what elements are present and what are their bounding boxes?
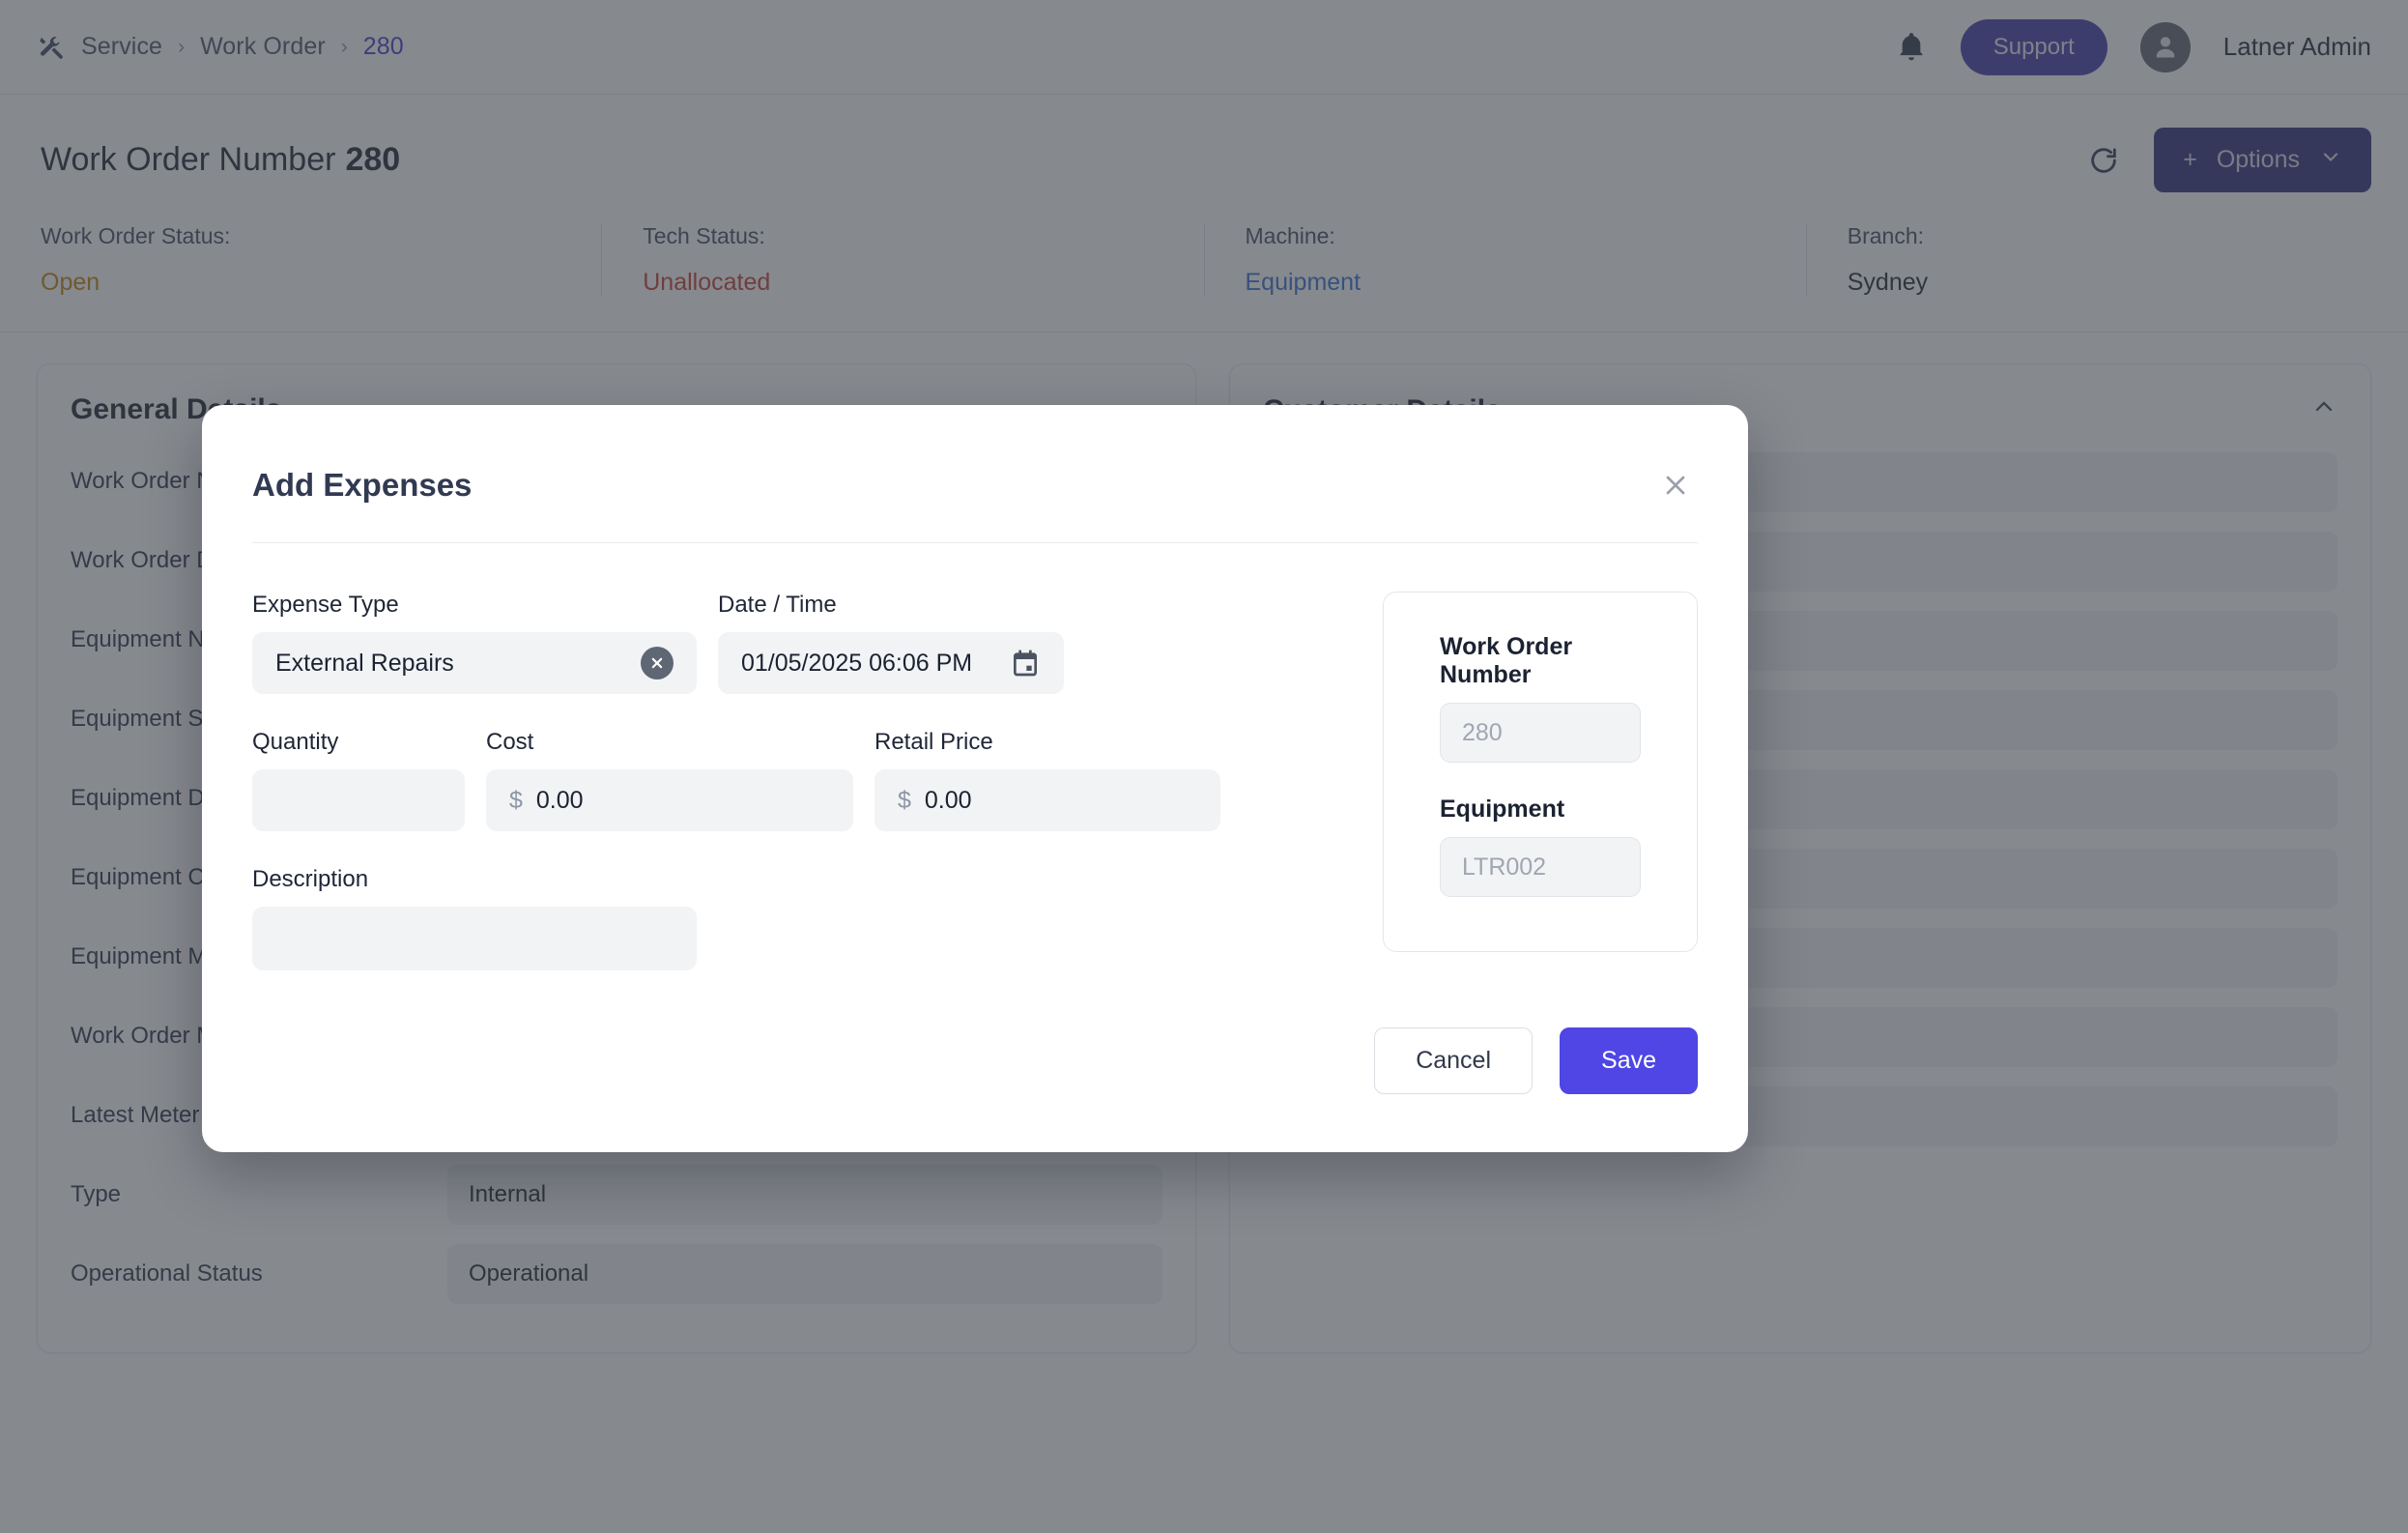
date-time-label: Date / Time <box>718 592 837 618</box>
retail-price-input[interactable]: $ 0.00 <box>874 769 1220 831</box>
expense-type-select[interactable]: External Repairs <box>252 632 697 694</box>
context-card: Work Order Number 280 Equipment LTR002 <box>1383 592 1698 952</box>
date-time-group: Date / Time 01/05/2025 06:06 PM <box>718 592 1064 694</box>
form-row-2: Quantity Cost $ 0.00 Retail Price $ <box>252 729 1334 831</box>
retail-price-value: 0.00 <box>924 786 972 814</box>
add-expenses-dialog: Add Expenses Expense Type External Repai… <box>202 405 1748 1152</box>
dialog-title: Add Expenses <box>252 467 473 503</box>
work-order-number-value: 280 <box>1462 718 1503 746</box>
retail-price-label: Retail Price <box>874 729 993 755</box>
description-input[interactable] <box>252 907 697 970</box>
quantity-label: Quantity <box>252 729 339 755</box>
expense-type-value: External Repairs <box>275 649 454 677</box>
work-order-number-group: Work Order Number 280 <box>1440 633 1641 763</box>
dialog-body: Expense Type External Repairs Date / Tim… <box>252 543 1698 970</box>
description-label: Description <box>252 866 369 892</box>
currency-symbol: $ <box>509 786 523 814</box>
calendar-icon[interactable] <box>1010 648 1041 679</box>
cancel-button[interactable]: Cancel <box>1374 1027 1534 1094</box>
cost-group: Cost $ 0.00 <box>486 729 853 831</box>
equipment-group: Equipment LTR002 <box>1440 795 1641 897</box>
cost-label: Cost <box>486 729 534 755</box>
clear-circle-icon[interactable] <box>641 647 674 680</box>
cost-value: 0.00 <box>535 786 584 814</box>
expense-type-label: Expense Type <box>252 592 399 618</box>
form-row-1: Expense Type External Repairs Date / Tim… <box>252 592 1334 694</box>
expense-form: Expense Type External Repairs Date / Tim… <box>252 592 1334 970</box>
cost-input[interactable]: $ 0.00 <box>486 769 853 831</box>
date-time-value: 01/05/2025 06:06 PM <box>741 649 973 677</box>
equipment-input[interactable]: LTR002 <box>1440 837 1641 897</box>
dialog-actions: Cancel Save <box>1374 1027 1698 1094</box>
quantity-input[interactable] <box>252 769 465 831</box>
currency-symbol: $ <box>898 786 911 814</box>
work-order-number-label: Work Order Number <box>1440 633 1573 688</box>
save-button[interactable]: Save <box>1560 1027 1698 1094</box>
context-column: Work Order Number 280 Equipment LTR002 <box>1334 592 1698 970</box>
retail-price-group: Retail Price $ 0.00 <box>874 729 1220 831</box>
equipment-value: LTR002 <box>1462 853 1547 881</box>
equipment-label: Equipment <box>1440 795 1565 823</box>
close-icon[interactable] <box>1653 463 1698 507</box>
date-time-input[interactable]: 01/05/2025 06:06 PM <box>718 632 1064 694</box>
dialog-header: Add Expenses <box>252 405 1698 543</box>
work-order-number-input[interactable]: 280 <box>1440 703 1641 763</box>
description-group: Description <box>252 866 697 970</box>
expense-type-group: Expense Type External Repairs <box>252 592 697 694</box>
quantity-group: Quantity <box>252 729 465 831</box>
